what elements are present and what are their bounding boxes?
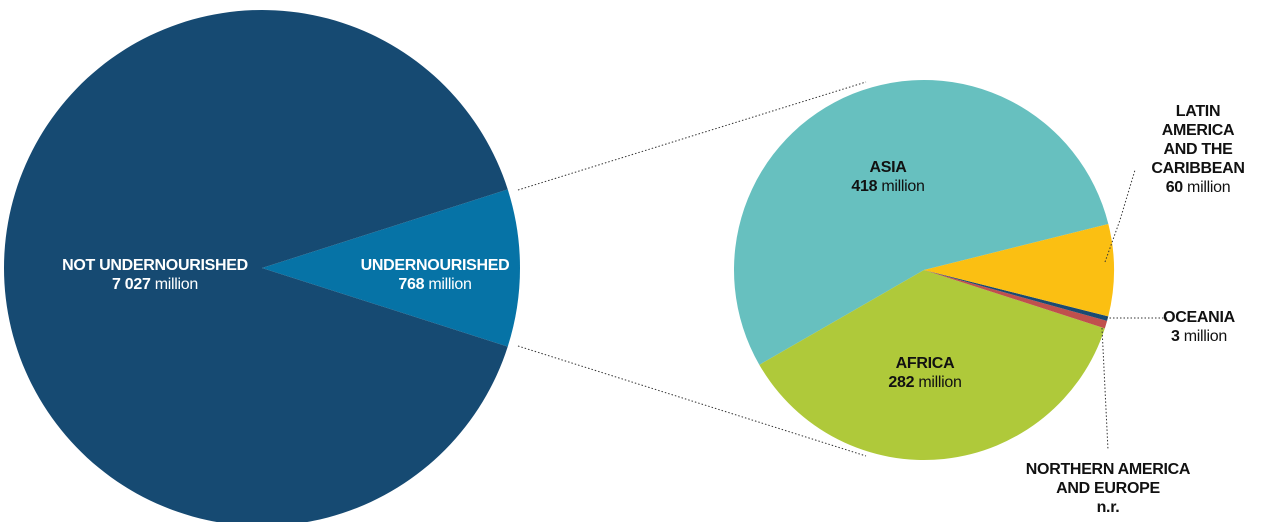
leader-line	[1101, 327, 1109, 451]
pie-slice	[924, 224, 1115, 317]
category-name: NOT UNDERNOURISHED	[62, 257, 248, 274]
category-name: OCEANIA	[1163, 309, 1235, 326]
category-name: NORTHERN AMERICA AND EUROPE	[1025, 461, 1191, 497]
unit: million	[428, 276, 472, 293]
slice-label: LATIN AMERICA AND THE CARIBBEAN 60 milli…	[1151, 102, 1245, 197]
pie-slice	[759, 270, 1105, 461]
value-label: 282	[888, 374, 915, 391]
slice-label: AFRICA 282 million	[888, 354, 962, 392]
connector	[517, 81, 867, 191]
value-label: 768	[398, 276, 425, 293]
pie-slice	[924, 270, 1108, 329]
value-label: 418	[851, 178, 878, 195]
value-label: 3	[1170, 328, 1180, 345]
slice-label: ASIA 418 million	[851, 158, 925, 196]
unit: million	[918, 374, 962, 391]
leader-line	[1104, 169, 1136, 263]
category-name: ASIA	[869, 159, 907, 176]
value-label: n.r.	[1096, 499, 1120, 516]
value-label: 60	[1165, 179, 1184, 196]
unit: million	[1187, 179, 1231, 196]
slice-label: NOT UNDERNOURISHED 7 027 million	[62, 256, 248, 294]
pie-slice	[924, 270, 1109, 321]
connector	[517, 345, 867, 457]
unit: million	[154, 276, 199, 293]
slice-label: NORTHERN AMERICA AND EUROPE n.r.	[1025, 460, 1191, 517]
unit: million	[1183, 328, 1228, 345]
value-label: 7 027	[112, 276, 151, 293]
pie-slice	[262, 189, 520, 347]
slice-label: OCEANIA 3 million	[1163, 308, 1235, 346]
category-name: AFRICA	[895, 355, 955, 372]
slice-label: UNDERNOURISHED 768 million	[361, 256, 510, 294]
category-name: LATIN AMERICA AND THE CARIBBEAN	[1151, 103, 1245, 177]
pie-slice	[3, 10, 508, 522]
unit: million	[881, 178, 925, 195]
pie-slice	[734, 80, 1109, 365]
category-name: UNDERNOURISHED	[360, 257, 510, 274]
